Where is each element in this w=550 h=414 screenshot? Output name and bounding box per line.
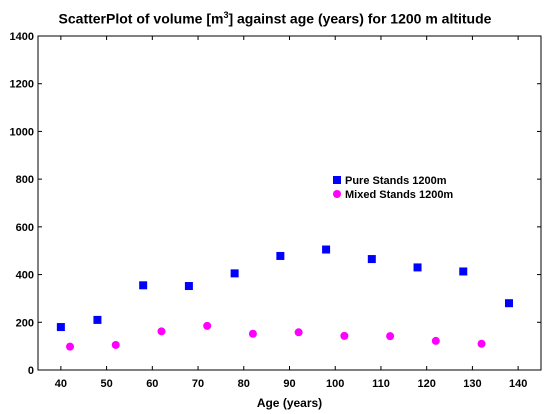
y-tick-label: 1200	[10, 79, 34, 91]
y-tick-label: 200	[16, 317, 34, 329]
pure-stand-point	[139, 281, 148, 290]
pure-stand-point	[230, 269, 239, 278]
plot-frame	[37, 35, 542, 371]
pure-stand-point	[504, 299, 513, 308]
pure-stand-point	[56, 323, 65, 332]
mixed-stand-point	[157, 327, 166, 336]
mixed-stand-point	[248, 329, 257, 338]
legend-label: Mixed Stands 1200m	[345, 189, 453, 201]
legend-marker-circle	[333, 190, 341, 198]
x-tick-label: 70	[192, 378, 204, 390]
x-tick-label: 50	[100, 378, 112, 390]
x-tick-label: 90	[283, 378, 295, 390]
pure-stand-point	[459, 267, 468, 276]
mixed-stand-point	[66, 342, 75, 351]
pure-stand-point	[413, 263, 422, 272]
x-tick-label: 110	[372, 378, 390, 390]
pure-stand-point	[367, 255, 376, 264]
legend-marker-square	[333, 176, 341, 184]
y-tick-label: 600	[16, 222, 34, 234]
legend-label: Pure Stands 1200m	[345, 175, 447, 187]
x-tick-label: 100	[326, 378, 344, 390]
x-tick-label: 140	[509, 378, 527, 390]
x-tick-label: 120	[418, 378, 436, 390]
x-axis: 40 50 60 70 80 90 100 110 120 130 140	[55, 36, 527, 390]
mixed-stand-point	[477, 339, 486, 348]
data-points	[56, 245, 513, 351]
x-tick-label: 130	[463, 378, 481, 390]
y-axis: 0 200 400 600 800 1000 1200 1400	[10, 31, 541, 377]
legend: Pure Stands 1200m Mixed Stands 1200m	[333, 175, 453, 201]
y-tick-label: 1000	[10, 126, 34, 138]
x-tick-label: 60	[146, 378, 158, 390]
x-axis-label: Age (years)	[257, 396, 322, 410]
mixed-stand-point	[294, 328, 303, 337]
y-tick-label: 400	[16, 270, 34, 282]
mixed-stand-point	[203, 321, 212, 330]
chart-title: ScatterPlot of volume [m3] against age (…	[58, 10, 492, 27]
mixed-stand-point	[111, 340, 120, 349]
pure-stand-point	[322, 245, 331, 254]
pure-stand-point	[276, 251, 285, 260]
pure-stand-point	[184, 282, 193, 291]
y-tick-label: 1400	[10, 31, 34, 43]
x-tick-label: 40	[55, 378, 67, 390]
pure-stand-point	[93, 315, 102, 324]
y-tick-label: 0	[28, 365, 34, 377]
x-tick-label: 80	[238, 378, 250, 390]
mixed-stand-point	[340, 331, 349, 340]
y-tick-label: 800	[16, 174, 34, 186]
mixed-stand-point	[386, 332, 395, 341]
mixed-stand-point	[431, 336, 440, 345]
